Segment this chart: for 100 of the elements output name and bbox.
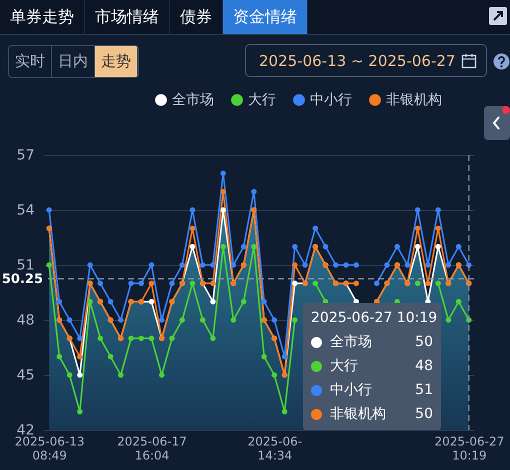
point — [272, 317, 278, 323]
annotation: 全市场 — [330, 333, 373, 351]
legend-label: 大行 — [248, 92, 276, 108]
legend-label: 全市场 — [172, 92, 214, 108]
point — [435, 226, 441, 232]
y-tick-label: 54 — [16, 202, 35, 218]
point — [261, 298, 267, 304]
point — [374, 280, 380, 286]
point — [56, 298, 62, 304]
point — [77, 408, 83, 414]
point — [456, 298, 462, 304]
point — [77, 354, 83, 360]
point — [169, 280, 175, 286]
point — [446, 317, 452, 323]
point — [272, 372, 278, 378]
point — [404, 262, 410, 268]
point — [77, 372, 83, 378]
text: 债券 — [170, 0, 223, 34]
point — [190, 207, 196, 213]
point — [66, 317, 72, 323]
point — [261, 354, 267, 360]
point — [98, 336, 104, 342]
annotation: 51 — [415, 382, 433, 398]
point — [56, 354, 62, 360]
point — [446, 262, 452, 268]
point — [138, 336, 144, 342]
point — [354, 280, 359, 286]
point — [230, 317, 236, 323]
point — [128, 280, 134, 286]
point — [148, 262, 154, 268]
point — [179, 262, 185, 268]
y-tick-label: 57 — [16, 148, 34, 164]
point — [414, 280, 420, 286]
text: 走势 — [95, 46, 138, 77]
legend-label: 中小行 — [310, 92, 352, 108]
point — [108, 354, 114, 360]
point — [322, 244, 328, 250]
chart-subtitle: 2025-06-13 ~ 2025-06-27 — [245, 44, 487, 77]
y-tick-label: 51 — [16, 258, 34, 274]
point — [87, 262, 93, 268]
annotation: 非银机构 — [330, 405, 387, 423]
point — [425, 280, 431, 286]
point — [220, 207, 226, 213]
point — [251, 188, 257, 194]
point — [435, 207, 441, 213]
legend-label: 非银机构 — [386, 92, 442, 108]
point — [333, 262, 339, 268]
point — [343, 262, 349, 268]
y-tick-label: 48 — [16, 312, 34, 328]
point — [128, 336, 134, 342]
point — [148, 280, 154, 286]
point — [190, 226, 196, 232]
point — [220, 170, 226, 176]
y-tick-label: 45 — [16, 368, 34, 384]
point — [251, 244, 257, 250]
text: 日内 — [52, 46, 95, 77]
point — [87, 298, 93, 304]
annotation: 50 — [415, 334, 433, 350]
point — [108, 298, 114, 304]
point — [210, 280, 216, 286]
point — [179, 317, 185, 323]
point — [282, 354, 288, 360]
point — [77, 336, 83, 342]
point — [98, 280, 104, 286]
point — [292, 280, 298, 286]
point — [240, 244, 246, 250]
point — [190, 244, 196, 250]
x-tick-label: 2025-06-27 10:19 — [434, 434, 504, 462]
x-tick-label: 2025-06- 14:34 — [248, 434, 302, 462]
point — [46, 262, 52, 268]
point — [312, 280, 318, 286]
point — [210, 298, 216, 304]
point — [210, 336, 216, 342]
x-tick-label: 2025-06-17 16:04 — [117, 434, 187, 462]
point — [138, 280, 144, 286]
point — [118, 372, 124, 378]
point — [200, 262, 206, 268]
annotation: 2025-06-27 10:19 — [311, 309, 438, 328]
point — [230, 262, 236, 268]
annotation: 50 — [415, 406, 433, 422]
text: 实时 — [9, 46, 52, 77]
point — [220, 244, 226, 250]
ref-line-label: 50.25 — [2, 272, 43, 287]
point — [414, 244, 420, 250]
point — [456, 244, 462, 250]
point — [148, 298, 154, 304]
point — [302, 262, 308, 268]
text: 资金情绪 — [223, 0, 308, 34]
point — [282, 408, 288, 414]
point — [159, 372, 164, 378]
point — [159, 317, 164, 323]
point — [292, 244, 298, 250]
point — [240, 298, 246, 304]
point — [435, 280, 441, 286]
x-tick-label: 2025-06-13 08:49 — [14, 434, 84, 462]
point — [169, 336, 175, 342]
point — [354, 262, 359, 268]
point — [384, 262, 390, 268]
point — [148, 336, 154, 342]
annotation: 大行 — [330, 357, 359, 375]
